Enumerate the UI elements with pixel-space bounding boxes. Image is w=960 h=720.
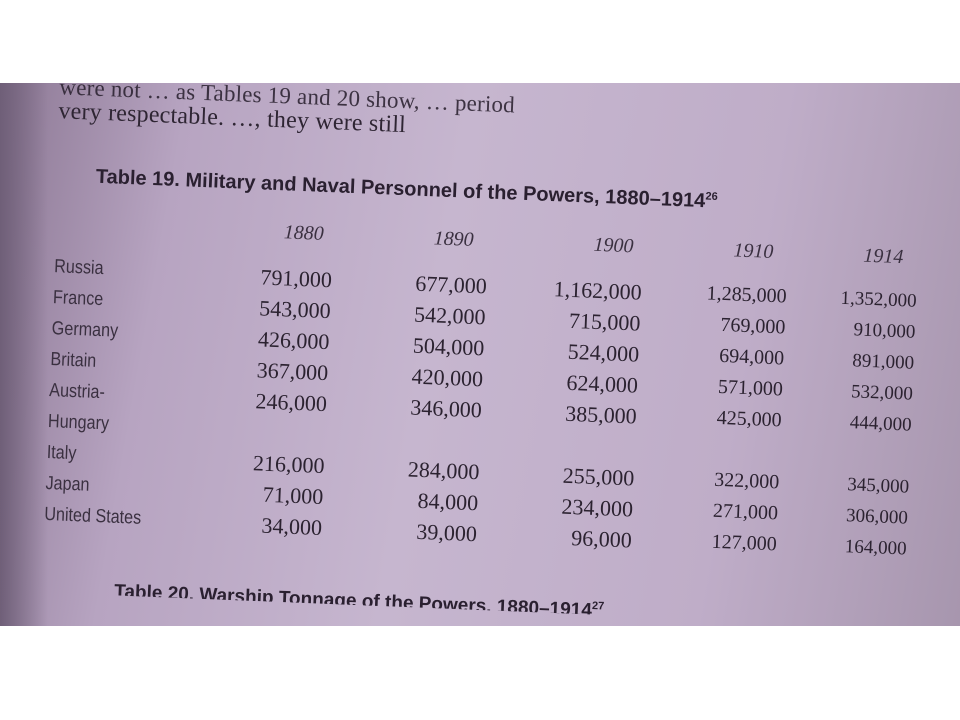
table-19-title-text: Table 19. Military and Naval Personnel o… xyxy=(95,165,706,213)
value-cell: 234,000 xyxy=(561,493,634,522)
value-cell: 1,352,000 xyxy=(840,287,917,312)
value-cell: 271,000 xyxy=(712,499,779,525)
value-cell: 306,000 xyxy=(845,505,909,529)
value-cell: 367,000 xyxy=(256,357,329,386)
value-cell: 1,285,000 xyxy=(706,282,788,308)
value-cell: 322,000 xyxy=(713,468,780,494)
value-cell: 39,000 xyxy=(415,518,478,547)
value-cell: 216,000 xyxy=(252,450,325,479)
book-page: were not … as Tables 19 and 20 show, … p… xyxy=(8,83,950,626)
country-label: Britain xyxy=(50,349,97,372)
value-cell: 769,000 xyxy=(720,313,786,339)
value-cell: 524,000 xyxy=(567,338,640,367)
country-label: Russia xyxy=(53,256,104,280)
value-cell: 425,000 xyxy=(716,406,783,432)
value-cell: 84,000 xyxy=(417,487,479,516)
value-cell: 677,000 xyxy=(414,270,488,299)
year-header-1: 1890 xyxy=(433,227,475,251)
year-header-3: 1910 xyxy=(733,239,774,263)
country-label: Austria- xyxy=(48,380,106,404)
year-header-4: 1914 xyxy=(862,244,904,269)
value-cell: 346,000 xyxy=(409,394,483,423)
country-label: Italy xyxy=(46,441,77,465)
country-label: Germany xyxy=(51,318,119,342)
value-cell: 385,000 xyxy=(564,400,638,429)
book-page-photo: were not … as Tables 19 and 20 show, … p… xyxy=(0,83,960,626)
value-cell: 791,000 xyxy=(260,264,333,293)
value-cell: 34,000 xyxy=(261,512,323,541)
table-19-title: Table 19. Military and Naval Personnel o… xyxy=(95,166,718,214)
table-20-title: Table 20. Warship Tonnage of the Powers,… xyxy=(114,581,605,623)
year-header-2: 1900 xyxy=(593,233,634,258)
value-cell: 246,000 xyxy=(255,388,328,417)
country-label: United States xyxy=(43,503,142,529)
value-cell: 96,000 xyxy=(570,525,633,553)
value-cell: 532,000 xyxy=(850,381,914,405)
value-cell: 504,000 xyxy=(412,332,485,361)
value-cell: 910,000 xyxy=(853,319,916,343)
value-cell: 255,000 xyxy=(562,462,635,491)
value-cell: 571,000 xyxy=(717,375,784,401)
value-cell: 543,000 xyxy=(258,295,332,324)
value-cell: 444,000 xyxy=(849,412,912,436)
table-20-title-text: Table 20. Warship Tonnage of the Powers,… xyxy=(113,581,593,622)
table-20-footnote: 27 xyxy=(591,599,605,613)
value-cell: 71,000 xyxy=(262,481,324,510)
value-cell: 426,000 xyxy=(257,326,330,355)
value-cell: 284,000 xyxy=(407,456,480,485)
value-cell: 1,162,000 xyxy=(553,276,643,305)
value-cell: 164,000 xyxy=(844,536,908,560)
value-cell: 891,000 xyxy=(851,350,915,374)
year-header-0: 1880 xyxy=(283,221,325,245)
value-cell: 715,000 xyxy=(568,307,641,336)
value-cell: 127,000 xyxy=(711,530,778,556)
value-cell: 420,000 xyxy=(411,363,484,392)
country-label: Japan xyxy=(45,472,90,496)
value-cell: 624,000 xyxy=(566,369,639,398)
country-label: Hungary xyxy=(47,411,110,435)
country-label: France xyxy=(52,287,104,311)
value-cell: 694,000 xyxy=(718,344,785,370)
value-cell: 542,000 xyxy=(413,301,487,330)
value-cell: 345,000 xyxy=(846,474,910,498)
table-19-footnote: 26 xyxy=(705,190,718,204)
